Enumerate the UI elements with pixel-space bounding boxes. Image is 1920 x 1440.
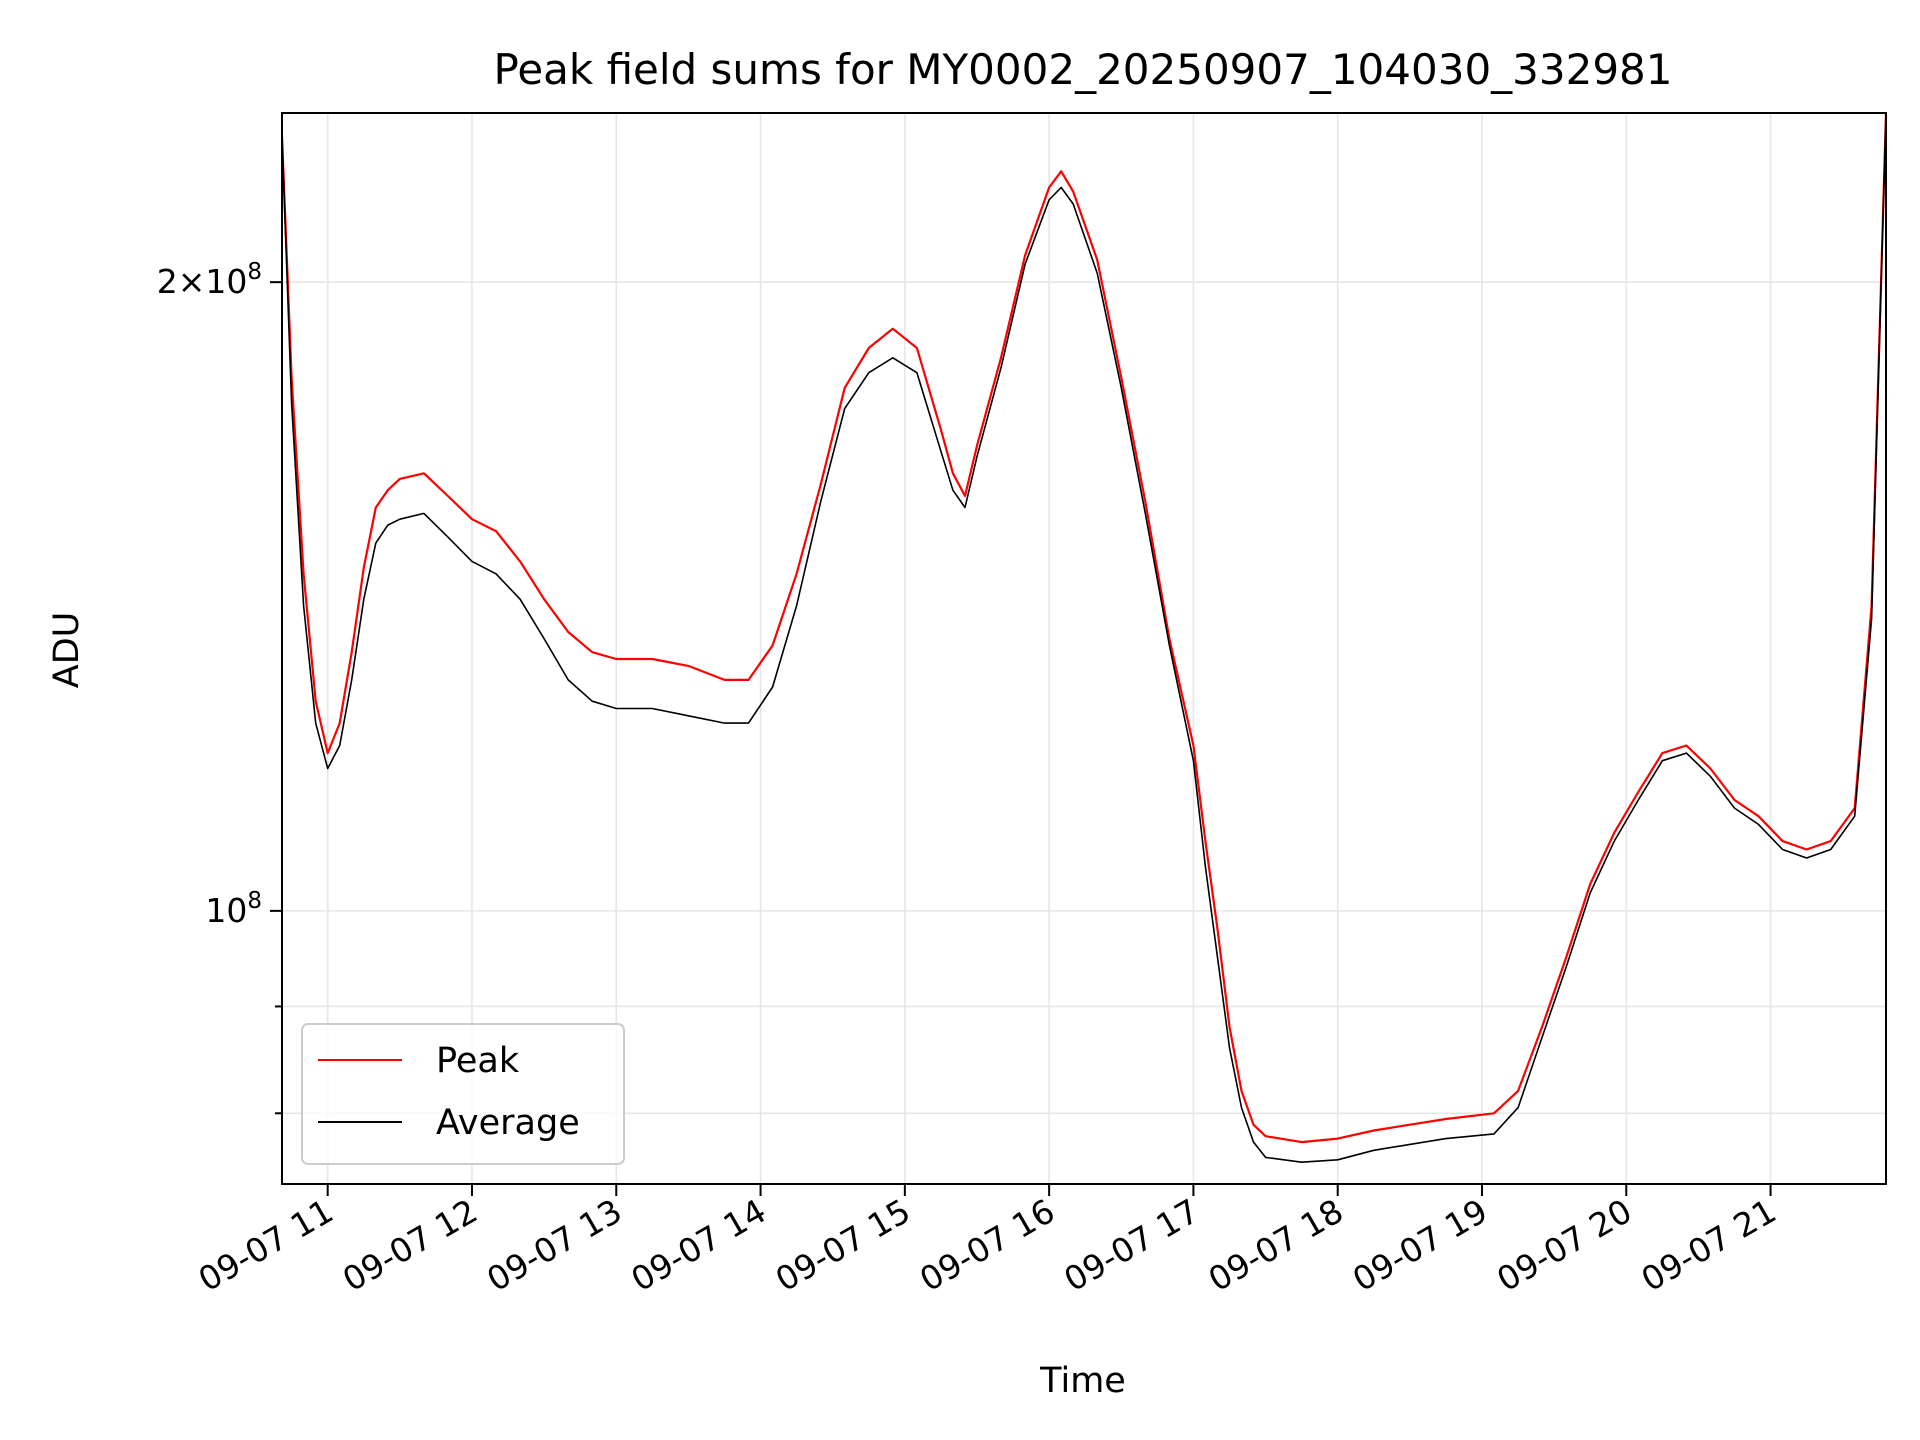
series-line-peak bbox=[282, 113, 1886, 1144]
y-axis: 2×108 108 bbox=[157, 259, 282, 1115]
chart-title: Peak field sums for MY0002_20250907_1040… bbox=[493, 45, 1672, 94]
y-tick-label: 108 bbox=[205, 888, 262, 930]
legend: Peak Average bbox=[301, 1023, 625, 1165]
y-axis-label: ADU bbox=[47, 612, 87, 689]
y-tick-label: 2×108 bbox=[157, 259, 262, 301]
series-layer bbox=[282, 113, 1886, 1163]
series-line-average bbox=[282, 113, 1886, 1163]
legend-peak-label: Peak bbox=[436, 1041, 520, 1081]
plot-frame bbox=[281, 112, 1887, 1185]
grid bbox=[282, 113, 1886, 1184]
x-axis-label: Time bbox=[1039, 1361, 1126, 1401]
legend-average-label: Average bbox=[436, 1103, 580, 1143]
